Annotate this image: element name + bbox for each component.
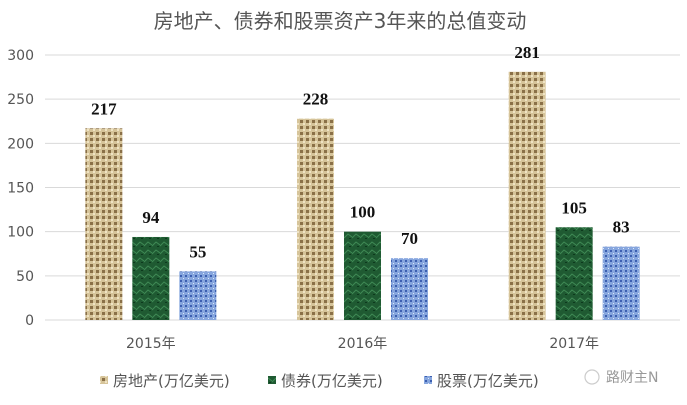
bar bbox=[297, 118, 334, 320]
legend-entry: 股票(万亿美元) bbox=[437, 372, 539, 390]
data-label: 100 bbox=[350, 203, 376, 222]
chart-title: 房地产、债券和股票资产3年来的总值变动 bbox=[154, 9, 527, 33]
y-tick-label: 50 bbox=[16, 269, 34, 285]
legend-swatch bbox=[268, 376, 276, 384]
data-label: 281 bbox=[514, 43, 540, 62]
legend-entry: 债券(万亿美元) bbox=[281, 372, 383, 390]
y-tick-label: 150 bbox=[7, 181, 34, 197]
y-tick-label: 250 bbox=[7, 92, 34, 108]
x-tick-label: 2016年 bbox=[338, 336, 388, 352]
x-tick-label: 2017年 bbox=[549, 336, 599, 352]
data-label: 105 bbox=[561, 198, 587, 217]
bar bbox=[555, 227, 593, 320]
legend-swatch bbox=[100, 376, 108, 384]
watermark: 路财主N bbox=[584, 369, 658, 386]
bar bbox=[602, 246, 640, 320]
data-label: 55 bbox=[189, 242, 206, 261]
data-label: 217 bbox=[91, 99, 117, 118]
data-label: 94 bbox=[142, 208, 160, 227]
y-tick-label: 300 bbox=[7, 48, 34, 64]
bar bbox=[344, 231, 381, 320]
y-tick-label: 100 bbox=[7, 225, 34, 241]
watermark-logo-icon bbox=[584, 369, 600, 385]
bar bbox=[132, 236, 170, 320]
bar bbox=[85, 128, 123, 320]
watermark-text: 路财主N bbox=[606, 370, 658, 386]
y-tick-label: 0 bbox=[25, 313, 34, 329]
bar bbox=[508, 71, 546, 321]
bar bbox=[179, 271, 217, 320]
data-label: 228 bbox=[303, 90, 329, 109]
x-tick-label: 2015年 bbox=[126, 336, 176, 352]
y-tick-label: 200 bbox=[7, 136, 34, 152]
legend-swatch bbox=[424, 376, 432, 384]
bar bbox=[391, 258, 428, 320]
data-label: 83 bbox=[613, 218, 630, 237]
legend-entry: 房地产(万亿美元) bbox=[113, 372, 230, 390]
data-label: 70 bbox=[401, 229, 418, 248]
